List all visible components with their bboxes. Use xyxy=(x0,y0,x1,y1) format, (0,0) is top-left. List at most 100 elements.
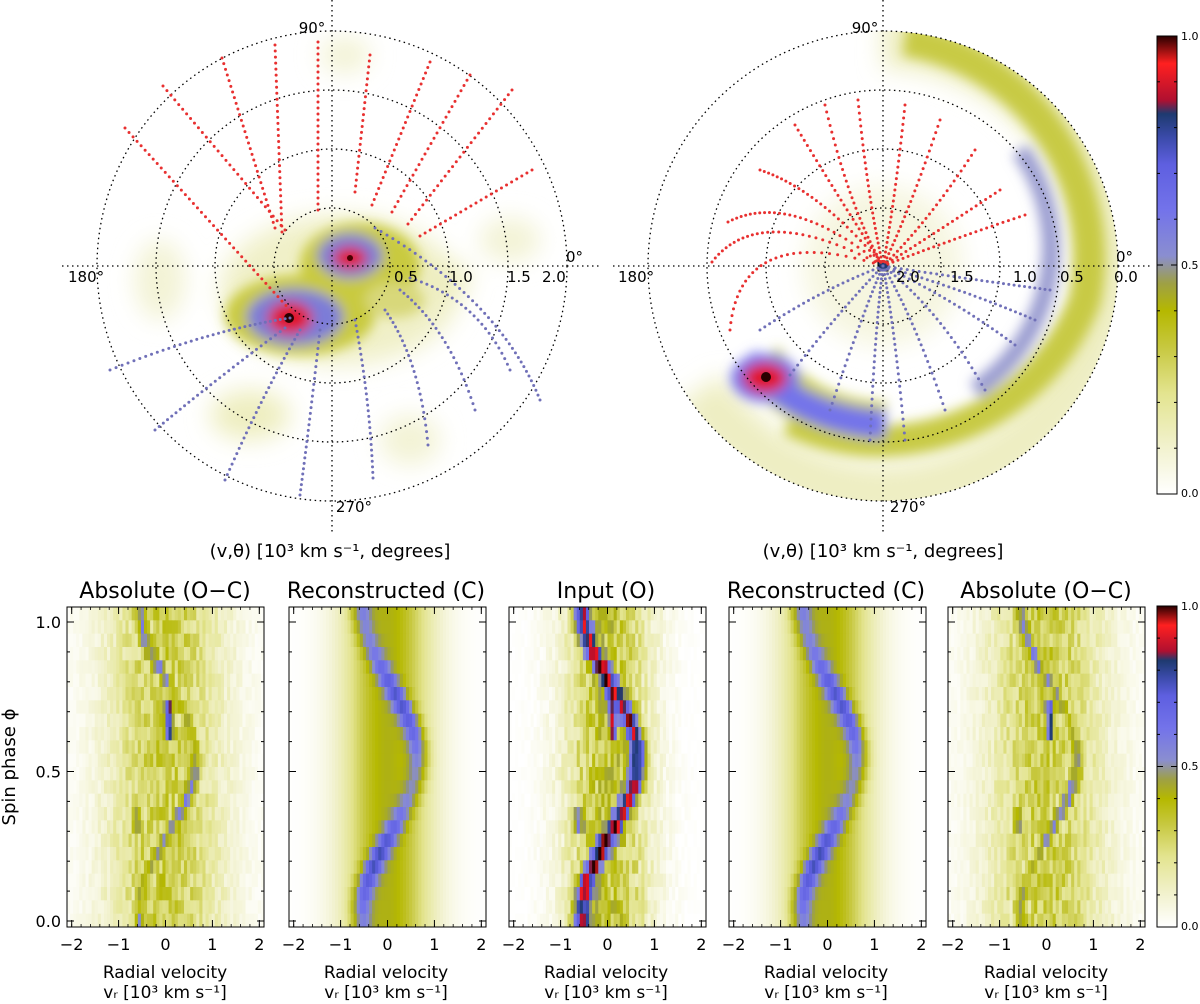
ytick-0.0: 0.0 xyxy=(36,912,61,931)
polar-left-red-line-6 xyxy=(370,60,432,207)
panel-1-xlabel-2: vᵣ [10³ km s⁻¹] xyxy=(324,983,447,1003)
colorbar-bottom: 1.0 0.5 0.0 xyxy=(1156,600,1199,933)
panel-2-xtick--1: −1 xyxy=(549,935,573,954)
polar-left-red-line-3 xyxy=(273,43,284,234)
polar-left-blue-line-5 xyxy=(383,308,430,447)
panel-3-xtick-2: 2 xyxy=(916,935,926,954)
polar-left-grid xyxy=(62,0,602,534)
polar-left-red-line-1 xyxy=(161,84,287,232)
polar-right-blue-line-2 xyxy=(828,264,885,412)
polar-right-red-line-11 xyxy=(881,213,1027,268)
colorbar-top-ticks xyxy=(1157,35,1177,495)
panel-4-axes: −2 −1 0 1 2 xyxy=(941,606,1146,954)
panel-1-title: Reconstructed (C) xyxy=(287,579,485,604)
panel-0-xlabel-2: vᵣ [10³ km s⁻¹] xyxy=(103,983,226,1003)
polar-right-rlabel-0.5: 0.5 xyxy=(1060,268,1084,286)
panel-2-xtick--2: −2 xyxy=(502,935,526,954)
polar-map-left: 90° 0° 180° 270° 0.5 1.0 1.5 2.0 (v,θ) [… xyxy=(62,0,602,562)
polar-left-red-line-8 xyxy=(406,88,514,226)
panel-3-xlabel-2: vᵣ [10³ km s⁻¹] xyxy=(764,983,887,1003)
polar-left-red-line-7 xyxy=(390,73,472,214)
panel-0-xlabel-1: Radial velocity xyxy=(103,963,227,983)
colorbar-top-mid: 0.5 xyxy=(1181,259,1199,272)
polar-left-image xyxy=(135,37,540,465)
polar-left-label-180: 180° xyxy=(68,268,104,286)
polar-left-red-line-9 xyxy=(418,168,534,238)
polar-right-label-270: 270° xyxy=(890,498,926,516)
panel-4-xlabel-2: vᵣ [10³ km s⁻¹] xyxy=(984,983,1107,1003)
panel-1-xtick--2: −2 xyxy=(282,935,306,954)
polar-right-rlabel-1.5: 1.5 xyxy=(950,268,974,286)
panel-2-xtick-1: 1 xyxy=(649,935,659,954)
colorbar-bottom-min: 0.0 xyxy=(1181,920,1199,933)
polar-right-rlabel-2.0: 2.0 xyxy=(896,268,920,286)
spot-upper-core xyxy=(347,255,353,261)
panel-3-image xyxy=(729,607,926,927)
polar-left-rlabel-2.0: 2.0 xyxy=(542,268,566,286)
polar-map-right: 90° 0° 180° 270° 2.0 1.5 1.0 0.5 0.0 (v,… xyxy=(613,0,1153,562)
panel-0-xtick-2: 2 xyxy=(254,935,264,954)
panel-3-xtick--2: −2 xyxy=(722,935,746,954)
polar-right-ring-1 xyxy=(765,148,1001,384)
trailed-panel-1: −2 −1 0 1 2 Reconstructed (C) Radial velocit… xyxy=(282,579,487,1003)
polar-left-red-line-0 xyxy=(123,126,292,312)
panel-3-xlabel-1: Radial velocity xyxy=(764,963,888,983)
panel-2-xlabel-2: vᵣ [10³ km s⁻¹] xyxy=(544,983,667,1003)
polar-left-red-line-4 xyxy=(316,40,320,212)
colorbar-top-min: 0.0 xyxy=(1181,487,1199,500)
panel-1-image xyxy=(289,607,486,927)
panel-2-image xyxy=(509,607,706,927)
polar-right-blue-line-8 xyxy=(881,264,1037,322)
polar-left-red-line-5 xyxy=(353,53,372,194)
polar-right-blue-line-6 xyxy=(881,264,987,392)
panel-4-xtick--2: −2 xyxy=(941,935,965,954)
panel-1-xtick-1: 1 xyxy=(429,935,439,954)
polar-left-blue-line-0 xyxy=(108,316,292,372)
panel-3-xtick-0: 0 xyxy=(822,935,832,954)
trailed-panel-3: −2 −1 0 1 2 Reconstructed (C) Radial velocit… xyxy=(722,579,927,1003)
panel-4-xtick-1: 1 xyxy=(1088,935,1098,954)
panel-1-axes: −2 −1 0 1 2 xyxy=(282,606,487,954)
colorbar-bottom-mid: 0.5 xyxy=(1181,760,1199,773)
polar-right-rlabel-0.0: 0.0 xyxy=(1114,268,1138,286)
panel-2-title: Input (O) xyxy=(557,579,655,604)
polar-right-label-180: 180° xyxy=(618,268,654,286)
polar-left-blue-line-6 xyxy=(398,288,477,412)
colorbar-bottom-max: 1.0 xyxy=(1181,600,1199,613)
panel-4-xlabel-1: Radial velocity xyxy=(984,963,1108,983)
panel-0-axes: −2 −1 0 1 2 0.0 0.5 1.0 xyxy=(36,606,265,954)
polar-right-grid xyxy=(613,0,1153,534)
polar-right-red-line-8 xyxy=(881,118,942,268)
panel-4-title: Absolute (O−C) xyxy=(960,579,1131,604)
polar-left-blue-line-2 xyxy=(223,328,302,482)
y-axis-label: Spin phase ϕ xyxy=(0,709,20,826)
polar-right-red-line-9 xyxy=(881,148,977,268)
panel-4-image xyxy=(948,607,1145,927)
panel-0-title: Absolute (O−C) xyxy=(79,579,250,604)
panel-1-xtick--1: −1 xyxy=(329,935,353,954)
polar-left-red-line-2 xyxy=(220,56,277,230)
panel-1-xlabel-1: Radial velocity xyxy=(324,963,448,983)
polar-left-xlabel: (v,θ) [10³ km s⁻¹, degrees] xyxy=(210,541,451,562)
polar-right-blue-line-9 xyxy=(881,264,1052,292)
polar-left-blue-line-8 xyxy=(373,226,542,402)
polar-left-label-0: 0° xyxy=(566,248,583,266)
trailed-panel-4: −2 −1 0 1 2 Absolute (O−C) Radial velocity v… xyxy=(941,579,1146,1003)
trailed-panel-2: −2 −1 0 1 2 Input (O) Radial velocity vᵣ [10… xyxy=(502,579,707,1003)
panel-3-xtick--1: −1 xyxy=(769,935,793,954)
polar-right-blue-line-7 xyxy=(881,264,1017,347)
polar-right-rlabel-1.0: 1.0 xyxy=(1013,268,1037,286)
panel-4-xtick-2: 2 xyxy=(1135,935,1145,954)
polar-left-ring-0 xyxy=(273,207,391,325)
polar-left-rlabel-1.5: 1.5 xyxy=(507,268,531,286)
panel-1-xtick-0: 0 xyxy=(382,935,392,954)
panel-0-xtick-1: 1 xyxy=(207,935,217,954)
polar-right-image xyxy=(677,31,1118,501)
colorbar-bottom-ticks xyxy=(1157,605,1177,928)
ytick-0.5: 0.5 xyxy=(36,763,61,782)
polar-left-label-270: 270° xyxy=(336,498,372,516)
panel-0-xtick-0: 0 xyxy=(160,935,170,954)
polar-right-red-line-6 xyxy=(856,98,885,268)
colorbar-top: 1.0 0.5 0.0 xyxy=(1156,30,1199,500)
